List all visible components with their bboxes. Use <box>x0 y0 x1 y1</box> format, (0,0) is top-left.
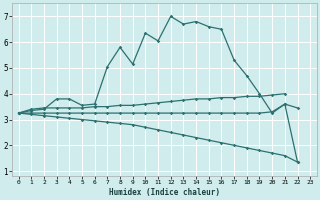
X-axis label: Humidex (Indice chaleur): Humidex (Indice chaleur) <box>109 188 220 197</box>
